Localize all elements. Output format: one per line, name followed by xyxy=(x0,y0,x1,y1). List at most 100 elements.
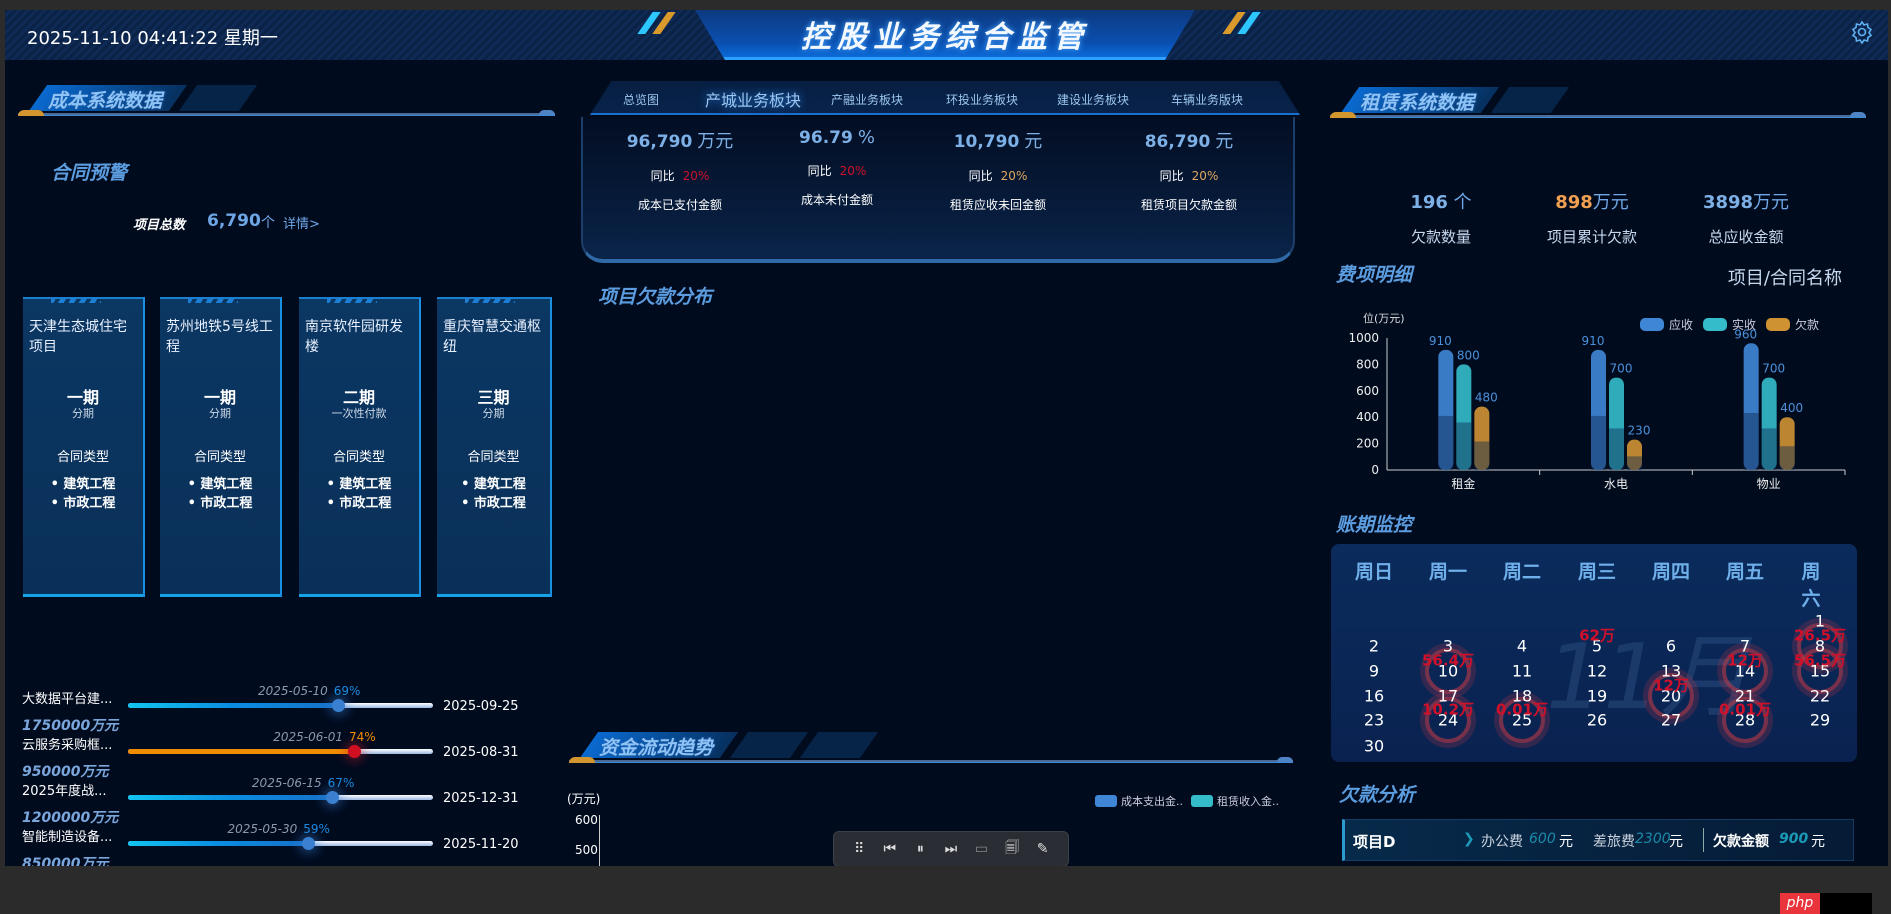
calendar-day[interactable]: 2 xyxy=(1368,636,1380,656)
due-amount: 62万 xyxy=(1579,626,1615,645)
due-amount: 10.2万 xyxy=(1421,700,1475,719)
cashflow-y-tick: 600 xyxy=(575,813,598,827)
project-contract-selector[interactable]: 项目/合同名称 xyxy=(1727,268,1842,289)
progress-row[interactable]: 大数据平台建... 2025-05-10 69% 2025-09-25 xyxy=(18,684,548,734)
calendar-day[interactable]: 8 xyxy=(1814,636,1826,656)
title-plate xyxy=(729,732,809,758)
y-tick-label: 0 xyxy=(1371,463,1379,477)
calendar-day[interactable]: 12 xyxy=(1586,661,1608,681)
kpi-yoy: 同比 20% xyxy=(590,167,770,184)
calendar-day[interactable]: 6 xyxy=(1665,636,1677,656)
datetime: 2025-11-10 04:41:22 星期一 xyxy=(27,28,278,49)
save-as-icon[interactable]: 🗐 xyxy=(1005,840,1020,856)
cashflow-y-tick: 500 xyxy=(575,843,598,857)
next-icon[interactable]: ⏭ xyxy=(944,841,958,857)
bar-value-label: 910 xyxy=(1429,334,1452,348)
save-icon[interactable]: ▭ xyxy=(974,841,989,857)
card-stripes xyxy=(465,297,515,303)
kpi-label: 项目累计欠款 xyxy=(1546,228,1637,246)
calendar-day[interactable]: 10 xyxy=(1437,661,1459,681)
fee-detail-title: 费项明细 xyxy=(1336,264,1413,286)
calendar-day[interactable]: 11 xyxy=(1511,661,1533,681)
previous-icon[interactable]: ⏮ xyxy=(883,841,897,857)
due-amount: 12万 xyxy=(1727,651,1763,670)
weekday-header: 周二 xyxy=(1502,561,1542,583)
due-amount: 56.4万 xyxy=(1421,651,1475,670)
calendar-day[interactable]: 4 xyxy=(1516,636,1528,656)
progress-row[interactable]: 1750000万元 云服务采购框... 2025-06-01 74% 2025-08-3… xyxy=(18,718,548,780)
tab-0[interactable]: 总览图 xyxy=(622,93,660,107)
start-date: 2025-05-30 xyxy=(227,822,298,836)
contract-name: 大数据平台建... xyxy=(22,692,113,707)
legend-item[interactable]: 成本支出金.. xyxy=(1095,793,1183,809)
calendar-day[interactable]: 1 xyxy=(1814,611,1826,631)
calendar-day[interactable]: 18 xyxy=(1511,686,1533,706)
contract-progress-list[interactable]: 大数据平台建... 2025-05-10 69% 2025-09-25 1750000万… xyxy=(18,660,548,866)
end-date: 2025-11-20 xyxy=(443,837,519,852)
cost-kpi: 96.79% 同比 20% 成本未付金额 xyxy=(747,117,927,208)
weekday-header: 周四 xyxy=(1651,561,1691,583)
pause-icon[interactable]: ⏸ xyxy=(916,841,924,857)
calendar-day[interactable]: 25 xyxy=(1511,710,1533,730)
kpi-value: 86,790 元 xyxy=(1099,127,1279,153)
divider-cap xyxy=(1850,112,1866,117)
arrears-row[interactable]: 项目D ❯ 办公费 600 元 差旅费 2300 元 欠款金额 900 元 xyxy=(1342,819,1854,861)
calendar-day[interactable]: 5 xyxy=(1591,636,1603,656)
divider-cap xyxy=(539,110,555,115)
calendar-day[interactable]: 9 xyxy=(1368,661,1380,681)
kpi-number: 96,790 xyxy=(626,132,693,152)
calendar-day[interactable]: 24 xyxy=(1437,710,1459,730)
details-link[interactable]: 详情> xyxy=(283,217,320,232)
progress-row[interactable]: 1200000万元 智能制造设备... 2025-05-30 59% 2025-11-2… xyxy=(18,810,548,866)
calendar-day[interactable]: 19 xyxy=(1586,686,1608,706)
lease-kpi: 196 个欠款数量 xyxy=(1361,188,1521,247)
tab-4[interactable]: 建设业务板块 xyxy=(1056,93,1130,107)
end-date: 2025-12-31 xyxy=(443,791,519,806)
calendar-day[interactable]: 13 xyxy=(1660,661,1682,681)
calendar-day[interactable]: 26 xyxy=(1586,710,1608,730)
bar-实收 xyxy=(1761,377,1777,470)
calendar-day[interactable]: 16 xyxy=(1363,686,1385,706)
divider xyxy=(1703,828,1704,852)
kpi-unit: 元 xyxy=(1215,131,1234,152)
edit-image-icon[interactable]: ✎ xyxy=(1036,841,1049,857)
tab-1[interactable]: 产城业务板块 xyxy=(704,91,802,110)
contract-amount: 1200000万元 xyxy=(22,810,119,826)
divider xyxy=(18,113,555,116)
calendar-day[interactable]: 3 xyxy=(1442,636,1454,656)
contract-card[interactable]: 重庆智慧交通枢纽三期分期合同类型建筑工程市政工程 xyxy=(437,297,552,597)
gear-icon[interactable] xyxy=(1850,20,1874,44)
tab-2[interactable]: 产融业务板块 xyxy=(830,93,904,107)
calendar-day[interactable]: 23 xyxy=(1363,710,1385,730)
calendar-day[interactable]: 22 xyxy=(1809,686,1831,706)
calendar-day[interactable]: 28 xyxy=(1734,710,1756,730)
legend-item[interactable]: 租赁收入金.. xyxy=(1191,793,1279,809)
card-phase: 一期 xyxy=(203,388,236,407)
calendar-day[interactable]: 14 xyxy=(1734,661,1756,681)
bar-shade xyxy=(1743,412,1759,470)
section-cashflow: 资金流动趋势 xyxy=(569,732,1293,764)
bar-应收 xyxy=(1438,349,1454,470)
calendar-day[interactable]: 20 xyxy=(1660,686,1682,706)
tab-5[interactable]: 车辆业务版块 xyxy=(1170,93,1244,107)
calendar-day[interactable]: 29 xyxy=(1809,710,1831,730)
calendar-day[interactable]: 17 xyxy=(1437,686,1459,706)
calendar-day[interactable]: 7 xyxy=(1739,636,1751,656)
calendar-day[interactable]: 30 xyxy=(1363,736,1385,756)
progress-start: 2025-05-30 59% xyxy=(228,822,330,836)
tab-3[interactable]: 环投业务板块 xyxy=(945,93,1019,107)
progress-row[interactable]: 950000万元 2025年度战... 2025-06-15 67% 2025-12-3… xyxy=(18,764,548,826)
start-date: 2025-05-10 xyxy=(258,684,328,698)
contract-card[interactable]: 天津生态城住宅项目一期分期合同类型建筑工程市政工程 xyxy=(23,297,145,597)
y-tick-label: 400 xyxy=(1356,410,1379,424)
calendar-day[interactable]: 15 xyxy=(1809,661,1831,681)
contract-card[interactable]: 南京软件园研发楼二期一次性付款合同类型建筑工程市政工程 xyxy=(299,297,421,597)
calendar-day[interactable]: 21 xyxy=(1734,686,1756,706)
office-fee-unit: 元 xyxy=(1559,834,1573,850)
contract-card[interactable]: 苏州地铁5号线工程一期分期合同类型建筑工程市政工程 xyxy=(160,297,282,597)
month-watermark: 11月 xyxy=(1546,625,1751,730)
alert-ring xyxy=(1425,697,1471,743)
calendar-day[interactable]: 27 xyxy=(1660,710,1682,730)
yoy-value: 20% xyxy=(1000,169,1028,183)
drag-handle-icon[interactable]: ⠿ xyxy=(854,841,865,857)
